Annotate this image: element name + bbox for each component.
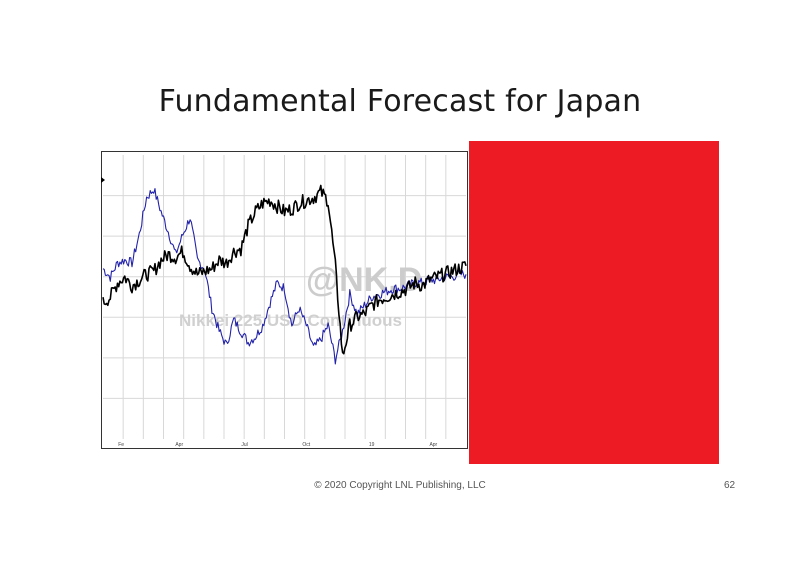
copyright-footer: © 2020 Copyright LNL Publishing, LLC	[314, 480, 486, 491]
grid-lines	[103, 155, 466, 439]
line-chart: @NK,D Nikkei 225 USD Continuous Fe Apr Jul…	[101, 151, 468, 449]
series-line-blue	[102, 188, 467, 365]
x-axis-ticks: Fe Apr Jul Oct 19 Apr	[118, 442, 437, 448]
series-line-black	[102, 184, 467, 355]
red-overlay-block	[469, 141, 719, 464]
series-layer	[102, 184, 467, 365]
x-tick-label: Apr	[175, 442, 183, 448]
x-tick-label: 19	[369, 442, 375, 448]
slide-title: Fundamental Forecast for Japan	[158, 84, 642, 119]
chart-panel: @NK,D Nikkei 225 USD Continuous Fe Apr Jul…	[101, 151, 468, 449]
x-tick-label: Jul	[241, 442, 247, 448]
x-tick-label: Oct	[302, 442, 310, 448]
y-axis-marker	[101, 177, 105, 183]
x-tick-label: Apr	[429, 442, 437, 448]
x-tick-label: Fe	[118, 442, 124, 448]
page-number: 62	[724, 480, 736, 491]
